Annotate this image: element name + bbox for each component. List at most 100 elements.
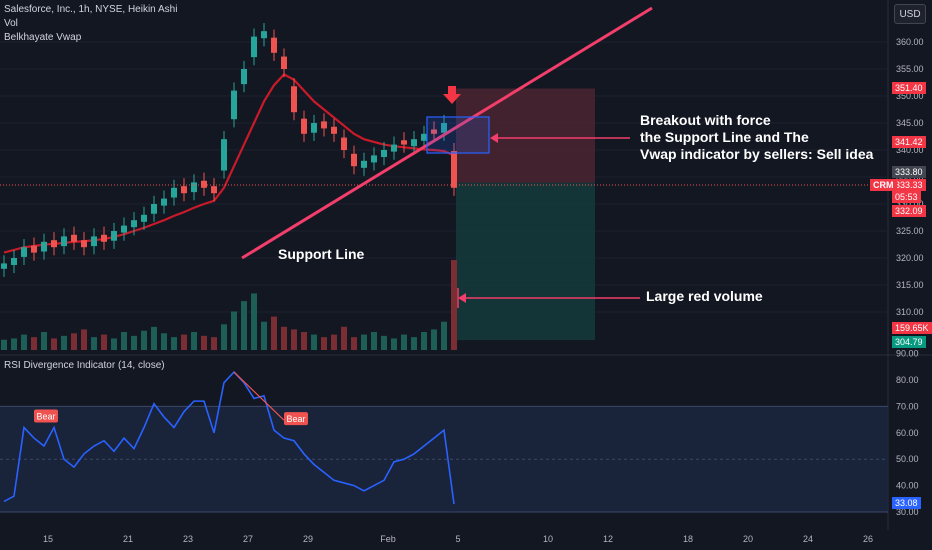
time-tick-label: 27 [243,534,253,544]
volume-bar [291,329,297,350]
vwap-legend: Belkhayate Vwap [4,32,82,43]
volume-bar [311,334,317,350]
candle-body [131,220,137,228]
volume-bar [171,337,177,350]
rsi-value-tag: 33.08 [892,497,921,509]
candle-body [221,139,227,171]
volume-bar [191,332,197,350]
volume-bar [41,332,47,350]
price-tick-label: 350.00 [896,91,924,101]
candle-body [11,258,17,266]
volume-bar [281,326,287,350]
stop-loss-zone [456,88,595,183]
candle-body [321,121,327,129]
time-tick-label: 23 [183,534,193,544]
volume-bar [361,334,367,350]
take-profit-zone [456,182,595,341]
candle-body [371,155,377,163]
candle-body [141,214,147,222]
volume-bar [441,321,447,350]
time-tick-label: 10 [543,534,553,544]
currency-button[interactable]: USD [894,4,926,24]
breakout-line-2: the Support Line and The [640,129,809,145]
volume-bar [221,324,227,350]
candle-body [351,153,357,167]
support-annotation: Support Line [278,246,365,262]
time-tick-label: 12 [603,534,613,544]
vwap-line [3,73,455,254]
volume-bar [371,332,377,350]
candle-body [31,245,37,253]
price-tick-label: 325.00 [896,226,924,236]
crm-symbol-tag: CRM [870,179,897,191]
volume-bar [121,332,127,350]
volume-bar [201,335,207,350]
volume-bar [431,329,437,350]
low-price-tag: 332.09 [892,205,926,217]
candle-body [61,236,67,247]
volume-bar [321,337,327,350]
volume-bar [61,335,67,350]
candle-body [441,123,447,133]
time-tick-label: 18 [683,534,693,544]
candle-body [91,236,97,247]
entry-price-tag: 341.42 [892,136,926,148]
time-tick-label: 15 [43,534,53,544]
volume-bar [411,337,417,350]
current-price-tag: 333.33 [892,179,926,191]
candle-body [311,123,317,133]
candle-body [391,144,397,152]
price-tick-label: 360.00 [896,37,924,47]
chart-title: Salesforce, Inc., 1h, NYSE, Heikin Ashi [4,4,178,15]
countdown-tag: 05:53 [892,191,921,203]
volume-bar [181,334,187,350]
candle-body [331,126,337,134]
candle-body [421,133,427,141]
volume-bar [391,338,397,350]
candle-body [451,151,457,188]
volume-bar [351,337,357,350]
volume-bar [421,332,427,350]
candle-body [271,37,277,53]
rsi-tick-label: 90.00 [896,349,919,359]
price-tick-label: 345.00 [896,118,924,128]
candle-body [341,137,347,150]
volume-bar [151,326,157,350]
volume-legend: Vol [4,18,18,29]
volume-bar [1,339,7,350]
rsi-tick-label: 80.00 [896,375,919,385]
time-tick-label: 24 [803,534,813,544]
volume-bar [341,326,347,350]
volume-arrowhead [458,293,466,303]
candle-body [51,240,57,248]
rsi-bear-label: Bear [286,414,305,424]
candle-body [401,140,407,145]
rsi-tick-label: 70.00 [896,401,919,411]
volume-bar [271,316,277,350]
volume-bar [261,321,267,350]
time-tick-label: 26 [863,534,873,544]
price-tick-label: 355.00 [896,64,924,74]
candle-body [211,186,217,194]
price-tick-label: 340.00 [896,145,924,155]
candle-body [71,234,77,242]
volume-bar [301,332,307,350]
price-tick-label: 315.00 [896,280,924,290]
candle-body [1,263,7,269]
price-tick-label: 320.00 [896,253,924,263]
price-tick-label: 330.00 [896,199,924,209]
volume-bar [11,338,17,350]
stop-price-tag: 351.40 [892,82,926,94]
volume-bar [451,260,457,350]
support-trendline [241,6,653,260]
volume-bar [141,330,147,350]
rsi-tick-label: 30.00 [896,507,919,517]
volume-bar [81,329,87,350]
time-tick-label: Feb [380,534,396,544]
candle-body [191,182,197,193]
time-tick-label: 5 [455,534,460,544]
rsi-bear-badge [284,412,308,426]
breakout-line-1: Breakout with force [640,112,771,128]
volume-value-tag: 159.65K [892,322,932,334]
